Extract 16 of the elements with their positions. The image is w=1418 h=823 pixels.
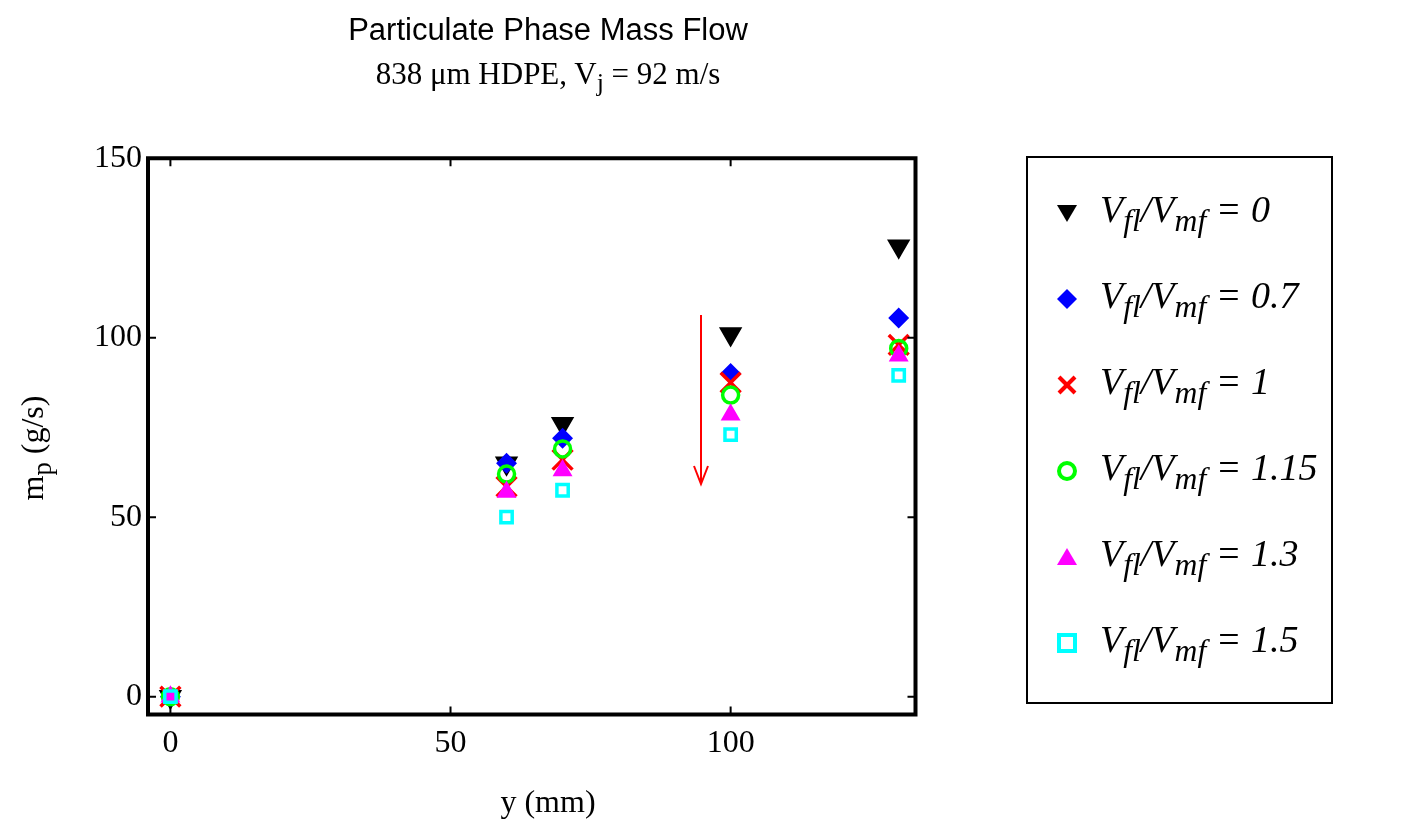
chart-subtitle: 838 μm HDPE, V$_{j}$ = 92 m/s (374, 56, 722, 99)
x-tick-label: 0 (162, 723, 179, 760)
chart-title: Particulate Phase Mass Flow (347, 12, 749, 48)
legend-label: V$_{fl}$/V$_{mf}$ = 1.15 (1100, 445, 1318, 497)
y-tick-label: 100 (94, 317, 142, 354)
y-tick-label: 50 (110, 496, 142, 533)
legend-label: V$_{fl}$/V$_{mf}$ = 1.5 (1100, 617, 1299, 669)
x-tick-label: 50 (434, 723, 467, 760)
y-tick-label: 0 (126, 676, 142, 713)
legend-label: V$_{fl}$/V$_{mf}$ = 1.3 (1100, 531, 1299, 583)
y-tick-label: 150 (94, 137, 142, 174)
legend-label: V$_{fl}$/V$_{mf}$ = 0.7 (1100, 273, 1299, 325)
x-axis-title: y (mm) (499, 783, 597, 820)
legend-label: V$_{fl}$/V$_{mf}$ = 1 (1100, 359, 1270, 411)
x-tick-label: 100 (706, 723, 755, 760)
legend-label: V$_{fl}$/V$_{mf}$ = 0 (1100, 187, 1270, 239)
